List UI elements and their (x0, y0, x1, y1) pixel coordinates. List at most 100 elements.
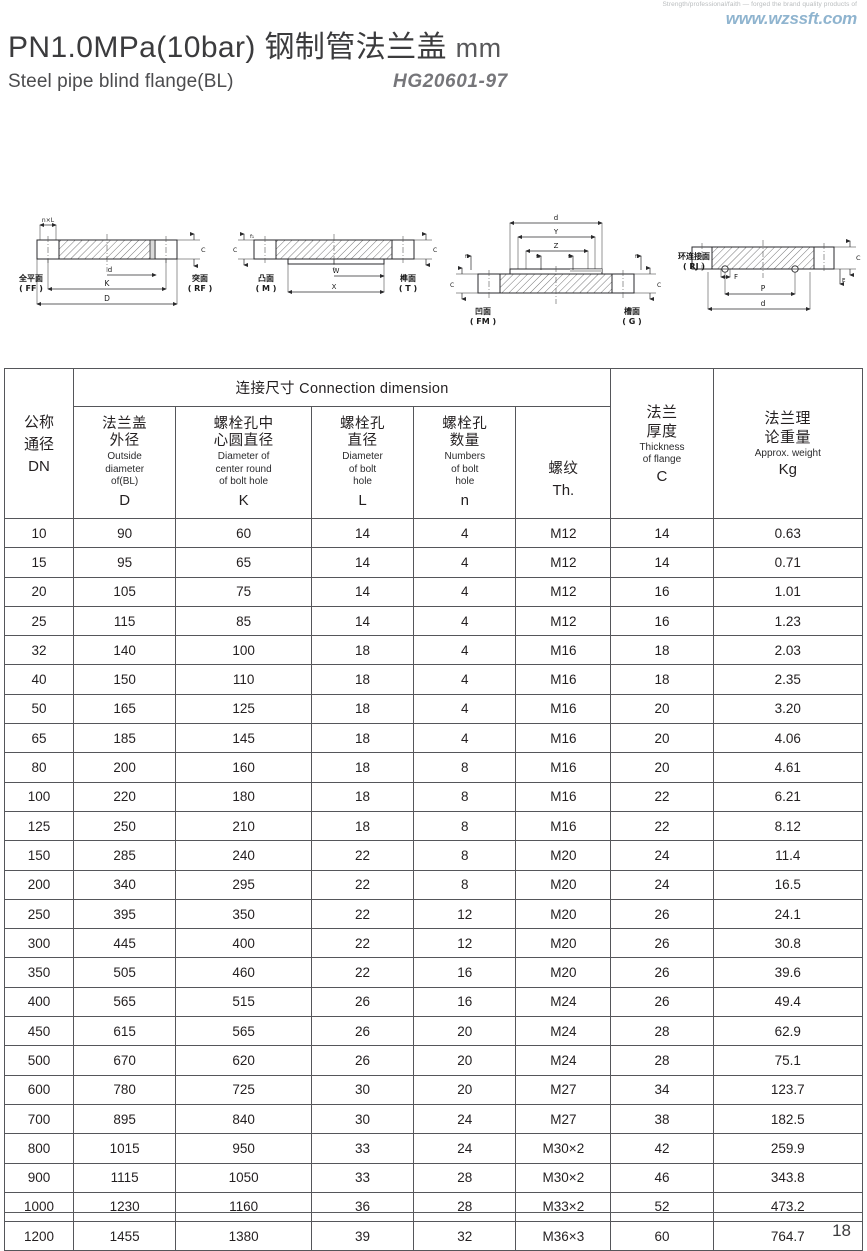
col-header-weight: 法兰理 论重量 Approx. weight Kg (712, 368, 864, 519)
flange-ff-rf-drawing: n×L d K D C (36, 217, 206, 307)
label-rf-en: ( RF ) (187, 284, 213, 293)
cell-d: 1115 (73, 1162, 177, 1193)
flange-m-t-drawing: C f₁ C W X (233, 231, 437, 295)
cell-l: 22 (310, 928, 415, 959)
cell-n: 8 (413, 840, 517, 871)
cell-k: 725 (175, 1074, 312, 1105)
col-header-dn-cn2: 通径 (24, 436, 55, 453)
col-header-bolt-hole-diameter: 螺栓孔 直径 Diameter of bolt hole L (310, 406, 415, 519)
cell-c: 38 (610, 1103, 714, 1135)
label-rj-cn: 环连接面 (678, 252, 710, 261)
col-header-k-sym: K (238, 491, 249, 509)
cell-d: 1230 (73, 1191, 177, 1223)
cell-n: 4 (413, 576, 517, 607)
col-header-l-cn2: 直径 (347, 433, 378, 450)
cell-d: 220 (73, 781, 177, 812)
table-row: 500 670 620 26 20 M24 28 75.1 (3, 1045, 864, 1076)
svg-text:n×L: n×L (42, 217, 55, 224)
table-row: 100 220 180 18 8 M16 22 6.21 (3, 781, 864, 812)
col-header-thickness-en1: Thickness (639, 441, 685, 453)
col-header-n-cn1: 螺栓孔 (442, 416, 488, 433)
col-header-n-en2: of bolt (451, 463, 479, 475)
page-subtitle: Steel pipe blind flange(BL) (8, 71, 234, 92)
cell-c: 18 (610, 635, 714, 666)
table-row: 125 250 210 18 8 M16 22 8.12 (3, 810, 864, 842)
label-fm: 凹面 ( FM ) (462, 307, 504, 327)
col-header-thickness-sym: C (656, 467, 668, 485)
svg-text:Y: Y (553, 228, 559, 236)
cell-l: 14 (310, 605, 415, 637)
cell-l: 18 (310, 664, 415, 695)
svg-text:C: C (450, 282, 454, 289)
cell-kg: 1.23 (712, 605, 864, 637)
svg-text:C: C (233, 247, 237, 254)
cell-l: 18 (310, 752, 415, 783)
cell-dn: 40 (3, 664, 75, 695)
cell-th: M20 (515, 898, 612, 930)
cell-dn: 400 (3, 986, 75, 1018)
cell-dn: 500 (3, 1045, 75, 1076)
cell-d: 1015 (73, 1133, 177, 1164)
cell-k: 100 (175, 635, 312, 666)
cell-th: M24 (515, 1045, 612, 1076)
cell-d: 90 (73, 517, 177, 549)
cell-n: 24 (413, 1133, 517, 1164)
cell-d: 165 (73, 693, 177, 725)
cell-th: M20 (515, 957, 612, 988)
cell-kg: 6.21 (712, 781, 864, 812)
cell-l: 22 (310, 840, 415, 871)
cell-n: 8 (413, 810, 517, 842)
col-header-th-cn1: 螺纹 (548, 460, 579, 477)
cell-n: 4 (413, 547, 517, 578)
cell-k: 1160 (175, 1191, 312, 1223)
table-body: 10 90 60 14 4 M12 14 0.63 15 95 65 14 4 M12 14 0.71 20 10… (3, 517, 864, 1251)
cell-kg: 39.6 (712, 957, 864, 988)
cell-kg: 259.9 (712, 1133, 864, 1164)
cell-th: M16 (515, 810, 612, 842)
svg-text:f₂: f₂ (465, 254, 469, 260)
website-url[interactable]: www.wzssft.com (725, 9, 858, 28)
cell-n: 24 (413, 1103, 517, 1135)
table-row: 600 780 725 30 20 M27 34 123.7 (3, 1074, 864, 1105)
cell-dn: 350 (3, 957, 75, 988)
cell-kg: 30.8 (712, 928, 864, 959)
table-row: 80 200 160 18 8 M16 20 4.61 (3, 752, 864, 783)
cell-n: 28 (413, 1162, 517, 1193)
cell-dn: 300 (3, 928, 75, 959)
cell-c: 20 (610, 723, 714, 754)
cell-k: 85 (175, 605, 312, 637)
svg-text:d: d (554, 214, 558, 222)
cell-k: 950 (175, 1133, 312, 1164)
cell-k: 110 (175, 664, 312, 695)
figure-rj: F P d C E 环连接面 ( RJ ) (668, 212, 864, 334)
svg-text:f₁: f₁ (568, 254, 572, 260)
flange-fm-g-drawing: d Y Z f₁ f₁ C f₂ (450, 214, 661, 304)
cell-d: 445 (73, 928, 177, 959)
cell-c: 16 (610, 605, 714, 637)
footer-rule (4, 1212, 863, 1213)
cell-kg: 3.20 (712, 693, 864, 725)
cell-c: 52 (610, 1191, 714, 1223)
cell-c: 28 (610, 1016, 714, 1047)
svg-text:K: K (105, 279, 111, 288)
cell-l: 30 (310, 1103, 415, 1135)
cell-c: 24 (610, 840, 714, 871)
cell-l: 18 (310, 693, 415, 725)
cell-kg: 49.4 (712, 986, 864, 1018)
figure-ff-rf: n×L d K D C 全平面 ( FF ) 突面 ( (4, 212, 222, 334)
label-t-cn: 榫面 (400, 274, 416, 283)
cell-n: 8 (413, 781, 517, 812)
col-header-dn-sym: DN (28, 458, 50, 475)
cell-n: 20 (413, 1016, 517, 1047)
company-slogan: Strength/professional/faith — forged the… (662, 1, 857, 8)
cell-l: 18 (310, 810, 415, 842)
col-header-outside-diameter: 法兰盖 外径 Outside diameter of(BL) D (73, 406, 177, 519)
label-t: 榫面 ( T ) (388, 274, 428, 294)
label-fm-cn: 凹面 (475, 307, 491, 316)
cell-k: 460 (175, 957, 312, 988)
cell-th: M16 (515, 664, 612, 695)
cell-dn: 10 (3, 517, 75, 549)
top-banner: Strength/professional/faith — forged the… (0, 0, 867, 28)
table-row: 25 115 85 14 4 M12 16 1.23 (3, 605, 864, 637)
cell-kg: 11.4 (712, 840, 864, 871)
